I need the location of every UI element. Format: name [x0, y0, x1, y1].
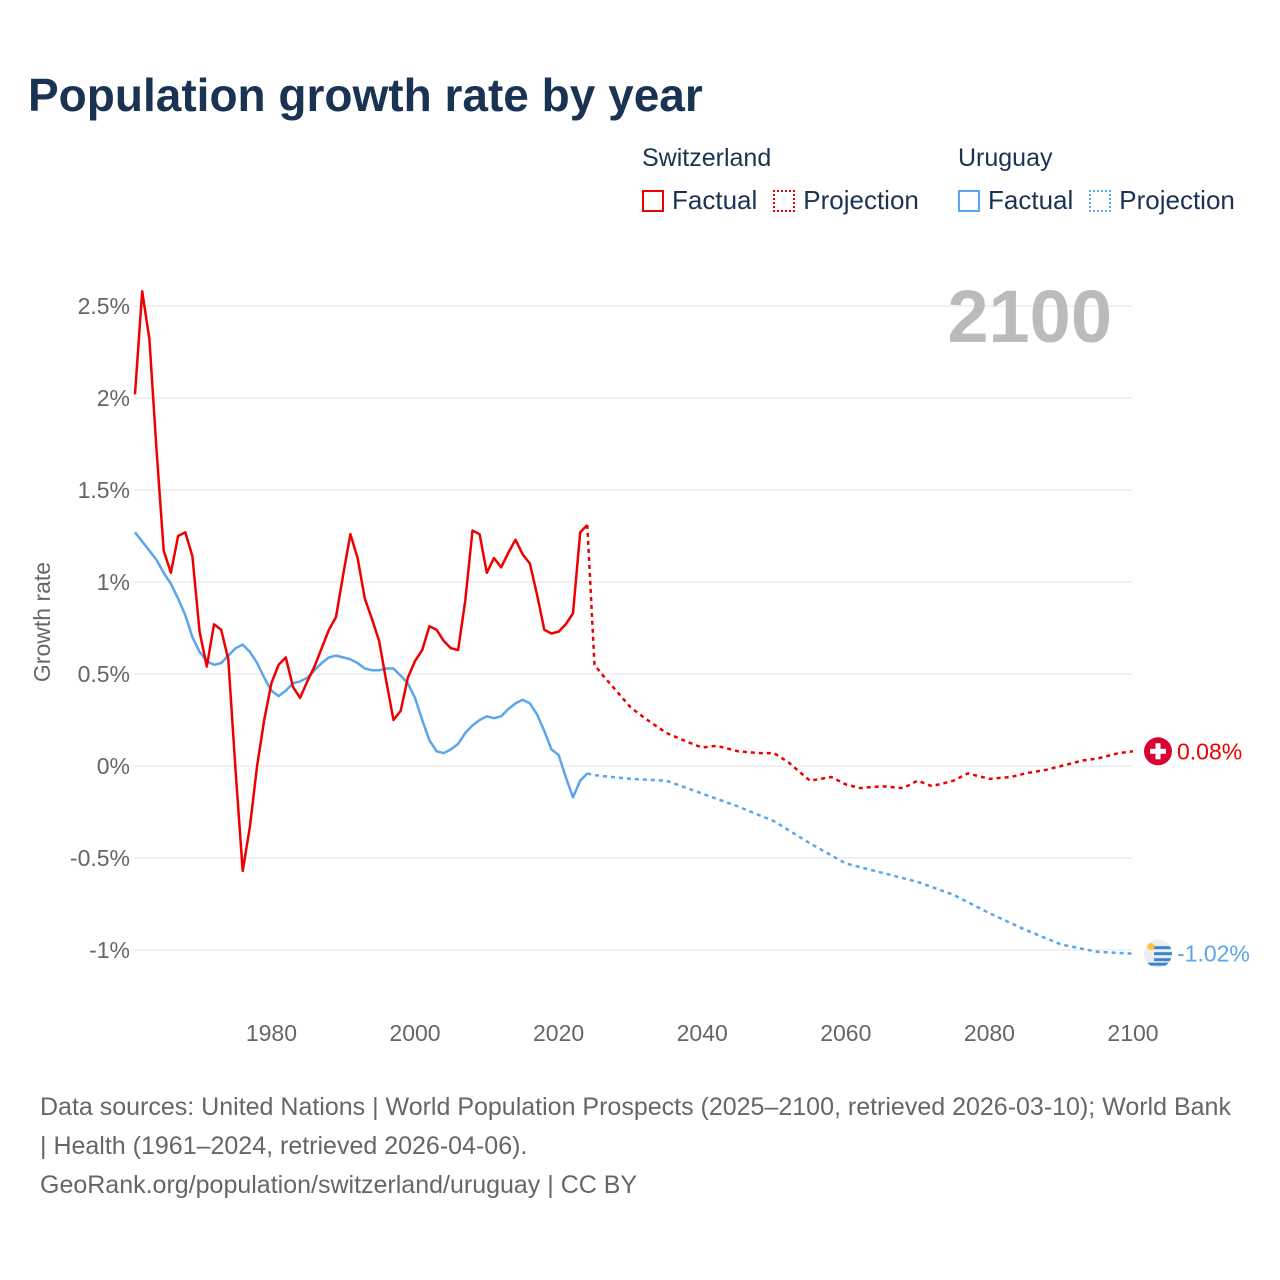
uruguay-projection-line [586, 772, 1134, 955]
x-tick-label: 1980 [246, 1020, 297, 1046]
x-tick-label: 2100 [1107, 1020, 1158, 1046]
x-tick-label: 2060 [820, 1020, 871, 1046]
legend-item-projection[interactable]: Projection [1089, 185, 1235, 216]
y-axis-label: Growth rate [29, 562, 55, 682]
y-tick-label: 0% [97, 753, 130, 779]
flag-stripe [1144, 962, 1172, 966]
legend-label: Factual [672, 185, 758, 215]
uruguay-flag-icon [1144, 939, 1172, 968]
flag-stripe [1154, 946, 1172, 950]
end-value-label: 0.08% [1177, 738, 1242, 764]
y-tick-label: 2% [97, 385, 130, 411]
uruguay-factual-line [134, 531, 589, 799]
y-tick-label: 1% [97, 569, 130, 595]
flag-stripe [1154, 958, 1172, 962]
legend-swatch-dotted [773, 189, 796, 212]
switzerland-flag-icon [1144, 737, 1172, 766]
flag-cross [1150, 748, 1166, 754]
legend-item-projection[interactable]: Projection [773, 185, 919, 216]
y-tick-label: -0.5% [70, 845, 130, 871]
y-tick-label: 2.5% [78, 293, 130, 319]
legend-swatch-solid [642, 189, 664, 212]
x-tick-label: 2080 [964, 1020, 1015, 1046]
flag-stripe [1154, 952, 1172, 956]
x-tick-label: 2000 [389, 1020, 440, 1046]
legend-label: Projection [1119, 185, 1235, 215]
y-tick-label: -1% [89, 937, 130, 963]
legend-item-factual[interactable]: Factual [958, 185, 1073, 216]
legend-item-factual[interactable]: Factual [642, 185, 757, 216]
flag-body [1144, 939, 1172, 968]
switzerland-factual-line [133, 290, 589, 873]
end-value-label: -1.02% [1177, 941, 1250, 967]
legend-uruguay: Uruguay Factual Projection [958, 144, 1251, 216]
data-sources: Data sources: United Nations | World Pop… [40, 1093, 1231, 1160]
legend-group-name: Uruguay [958, 144, 1053, 172]
flag-sun [1147, 943, 1155, 951]
year-watermark: 2100 [947, 275, 1112, 358]
legend-label: Projection [803, 185, 919, 215]
legend-label: Factual [988, 185, 1074, 215]
legend-swatch-solid [958, 189, 980, 212]
legend-group-name: Switzerland [642, 144, 772, 172]
y-tick-label: 1.5% [78, 477, 130, 503]
legend-swatch-dotted [1089, 189, 1112, 212]
y-tick-label: 0.5% [78, 661, 130, 687]
x-tick-label: 2020 [533, 1020, 584, 1046]
legend-switzerland: Switzerland Factual Projection [642, 144, 935, 216]
x-tick-label: 2040 [677, 1020, 728, 1046]
footer: Data sources: United Nations | World Pop… [40, 1088, 1240, 1205]
chart-title: Population growth rate by year [28, 69, 703, 121]
credit-link[interactable]: GeoRank.org/population/switzerland/urugu… [40, 1171, 638, 1199]
switzerland-projection-line [586, 524, 1134, 790]
